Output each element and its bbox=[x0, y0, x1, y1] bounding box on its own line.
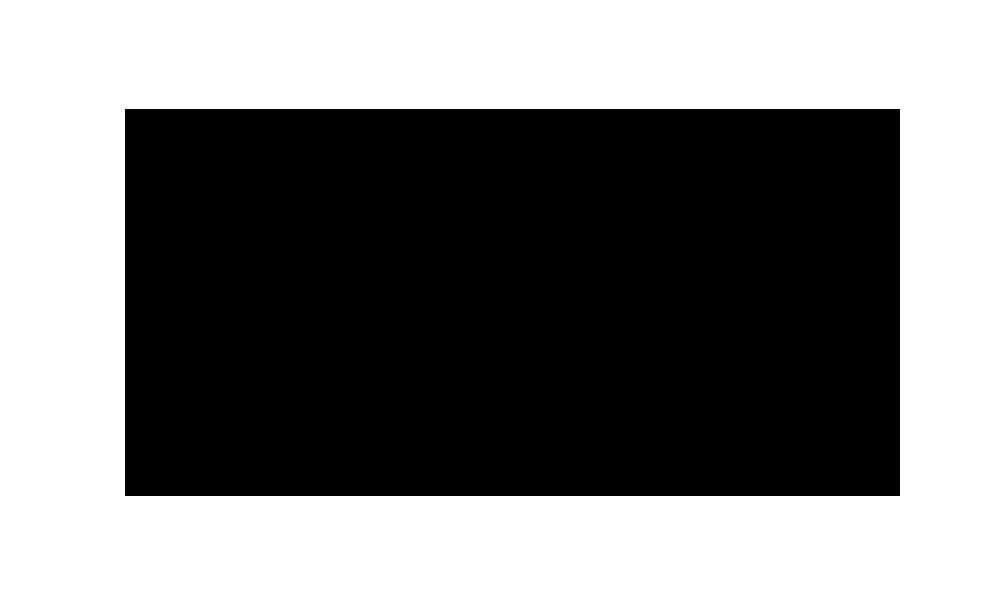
wordcloud-canvas bbox=[125, 109, 900, 496]
wordcloud-image bbox=[125, 109, 900, 496]
